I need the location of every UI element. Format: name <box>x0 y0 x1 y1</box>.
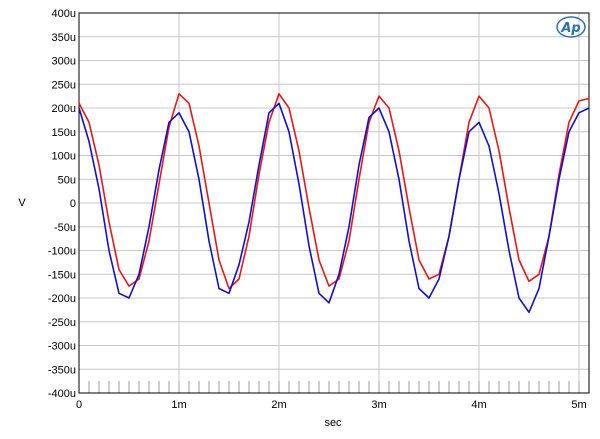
y-tick-label: 0 <box>70 198 76 210</box>
y-tick-label: -400u <box>48 388 76 400</box>
plot-frame <box>78 12 590 394</box>
x-tick-label: 0 <box>76 399 82 411</box>
y-tick-label: -100u <box>48 246 76 258</box>
ap-logo-icon: Ap <box>556 16 586 38</box>
y-tick-label: -50u <box>54 222 76 234</box>
y-tick-label: -150u <box>48 269 76 281</box>
y-tick-label: 350u <box>52 32 76 44</box>
y-tick-label: 50u <box>58 174 76 186</box>
y-tick-label: -250u <box>48 317 76 329</box>
y-tick-label: 200u <box>52 103 76 115</box>
x-tick-label: 3m <box>371 399 386 411</box>
y-tick-label: 250u <box>52 79 76 91</box>
y-tick-labels: 400u 350u 300u 250u 200u 150u 100u 50u 0 -50u -100… <box>48 8 76 400</box>
series-layer <box>78 93 590 314</box>
series-line-1 <box>78 93 590 290</box>
series-line-2 <box>78 102 590 314</box>
x-axis-title: sec <box>324 417 342 429</box>
ap-logo-text: Ap <box>560 21 580 36</box>
x-tick-label: 4m <box>471 399 486 411</box>
x-tick-label: 1m <box>171 399 186 411</box>
x-tick-label: 2m <box>271 399 286 411</box>
x-tick-label: 5m <box>571 399 586 411</box>
y-tick-label: 150u <box>52 127 76 139</box>
y-tick-label: 100u <box>52 151 76 163</box>
y-tick-label: 400u <box>52 8 76 20</box>
x-minor-ticks <box>78 381 590 393</box>
y-tick-label: -300u <box>48 341 76 353</box>
y-tick-label: 300u <box>52 56 76 68</box>
x-tick-labels: 0 1m 2m 3m 4m 5m <box>76 399 587 411</box>
y-tick-label: -200u <box>48 293 76 305</box>
y-tick-label: -350u <box>48 364 76 376</box>
y-axis-title: V <box>18 197 26 209</box>
